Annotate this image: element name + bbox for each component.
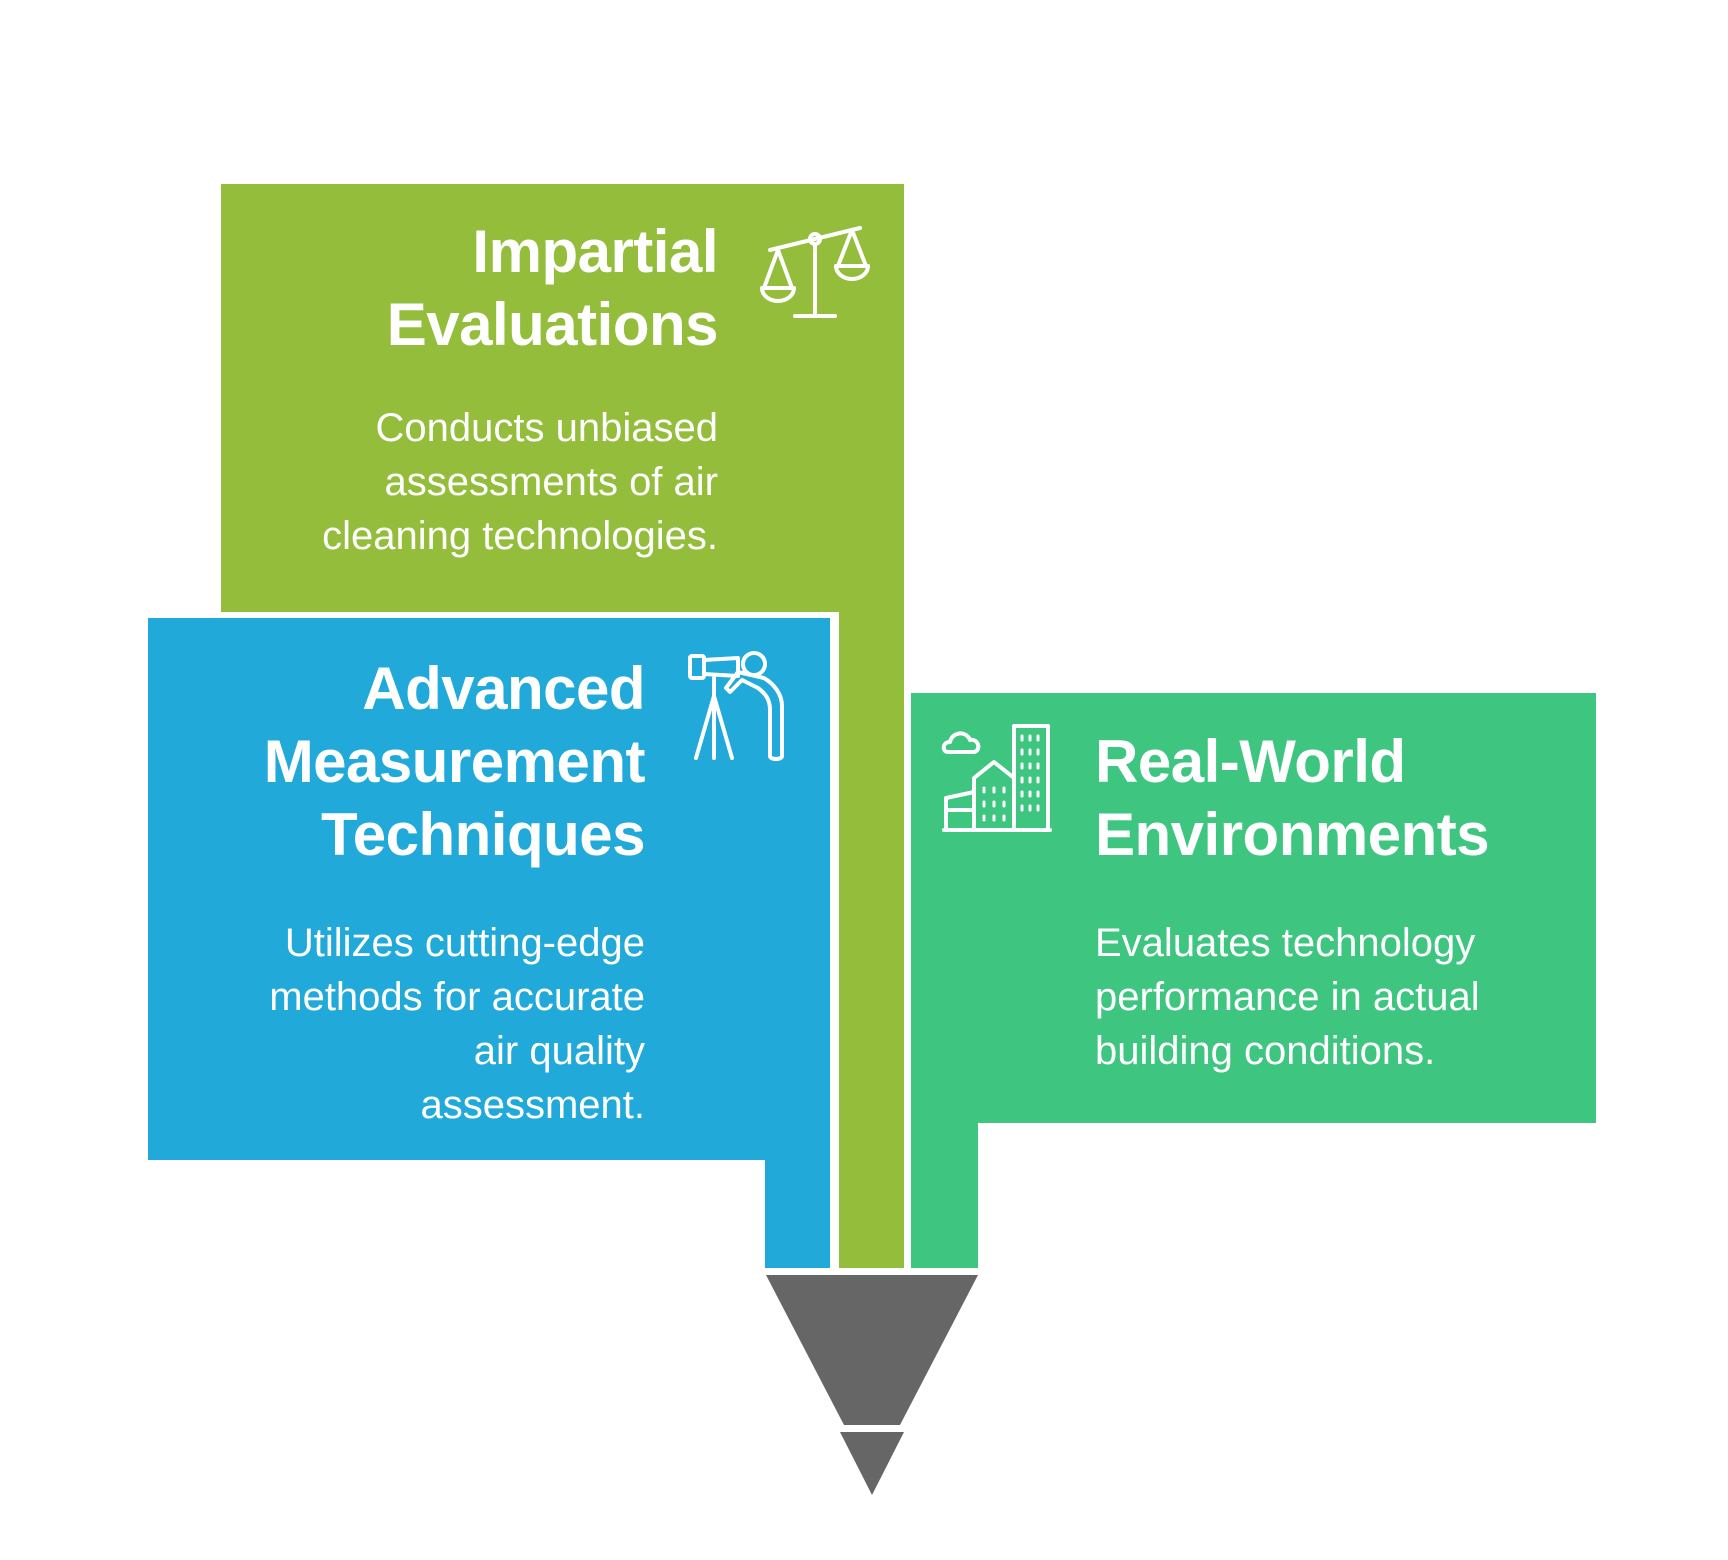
balance-scale-icon: [760, 226, 870, 318]
real-world-environments-block: Real-World Environments Evaluates techno…: [1095, 725, 1565, 1078]
real-world-environments-description: Evaluates technology performance in actu…: [1095, 916, 1565, 1078]
advanced-desc-line-2: methods for accurate: [269, 975, 645, 1019]
telescope-observer-icon: [688, 651, 784, 761]
impartial-evaluations-description: Conducts unbiased assessments of air cle…: [250, 401, 718, 563]
advanced-title-line-1: Advanced: [362, 655, 645, 722]
advanced-desc-line-4: assessment.: [420, 1083, 645, 1127]
advanced-measurement-block: Advanced Measurement Techniques Utilizes…: [180, 652, 646, 1132]
impartial-title-line-1: Impartial: [472, 218, 718, 285]
real-world-desc-line-2: performance in actual: [1095, 975, 1480, 1019]
impartial-desc-line-3: cleaning technologies.: [322, 514, 718, 558]
funnel-tip-shape: [840, 1432, 904, 1495]
real-world-desc-line-1: Evaluates technology: [1095, 921, 1476, 965]
advanced-title-line-2: Measurement: [263, 728, 646, 795]
real-world-environments-title: Real-World Environments: [1095, 725, 1565, 871]
real-world-title-line-1: Real-World: [1095, 728, 1406, 795]
real-world-desc-line-3: building conditions.: [1095, 1029, 1436, 1073]
impartial-block-shape: [221, 184, 904, 1268]
funnel-top-shape: [766, 1275, 978, 1425]
advanced-title-line-3: Techniques: [321, 801, 645, 868]
impartial-desc-line-1: Conducts unbiased: [375, 406, 718, 450]
advanced-desc-line-3: air quality: [473, 1029, 645, 1073]
impartial-desc-line-2: assessments of air: [384, 460, 718, 504]
real-world-title-line-2: Environments: [1095, 801, 1490, 868]
impartial-evaluations-block: Impartial Evaluations Conducts unbiased …: [250, 215, 718, 563]
impartial-evaluations-title: Impartial Evaluations: [250, 215, 719, 361]
advanced-measurement-title: Advanced Measurement Techniques: [180, 652, 646, 871]
impartial-title-line-2: Evaluations: [386, 291, 719, 358]
advanced-measurement-description: Utilizes cutting-edge methods for accura…: [180, 916, 645, 1132]
advanced-block-shape: [148, 618, 832, 1268]
city-buildings-icon: [941, 724, 1052, 832]
advanced-desc-line-1: Utilizes cutting-edge: [284, 921, 645, 965]
real-world-block-shape: [911, 693, 1596, 1268]
